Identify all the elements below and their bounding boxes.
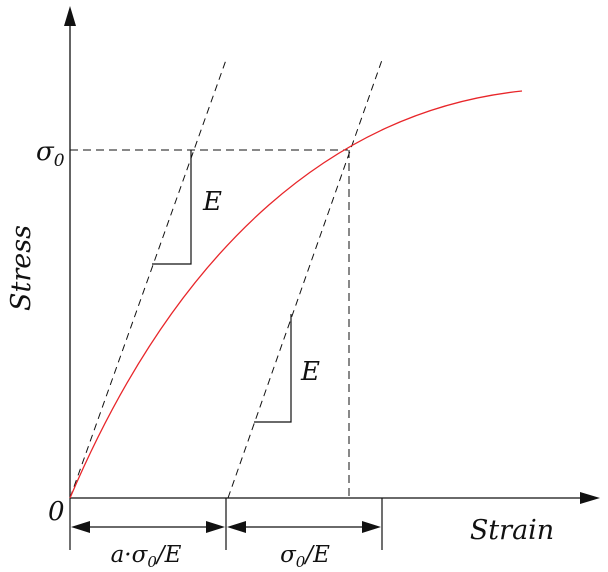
x-axis-arrow	[580, 492, 600, 504]
dim-label-left-tail: /E	[155, 542, 182, 568]
stress-strain-curve	[69, 90, 523, 499]
slope-triangle-upper	[152, 150, 192, 265]
elastic-line-initial	[69, 59, 227, 499]
origin-label: 0	[48, 497, 65, 527]
elastic-line-offset	[227, 59, 383, 499]
y-axis-title: Stress	[6, 225, 37, 311]
dim-label-right-tail: /E	[303, 542, 330, 568]
dim-arrow-right-start	[227, 521, 246, 533]
sigma0-symbol: σ	[36, 137, 55, 167]
x-axis-title: Strain	[470, 515, 554, 546]
dim-label-right: σ0/E	[280, 542, 330, 571]
dim-label-left: a·σ0/E	[111, 542, 182, 571]
dim-arrow-left-end	[206, 521, 225, 533]
dim-arrow-left-start	[71, 521, 90, 533]
slope-label-upper: E	[202, 187, 222, 217]
dim-label-right-sub: 0	[296, 553, 306, 571]
sigma0-tick-label: σ0	[36, 137, 65, 171]
y-axis-arrow	[64, 6, 76, 26]
dim-label-left-main: a·σ	[111, 542, 149, 568]
dim-label-left-sub: 0	[147, 553, 157, 571]
slope-label-lower: E	[300, 357, 320, 387]
slope-triangle-lower	[254, 314, 292, 423]
dim-label-right-main: σ	[280, 542, 297, 568]
dim-arrow-right-end	[362, 521, 381, 533]
sigma0-subscript: 0	[54, 151, 65, 171]
